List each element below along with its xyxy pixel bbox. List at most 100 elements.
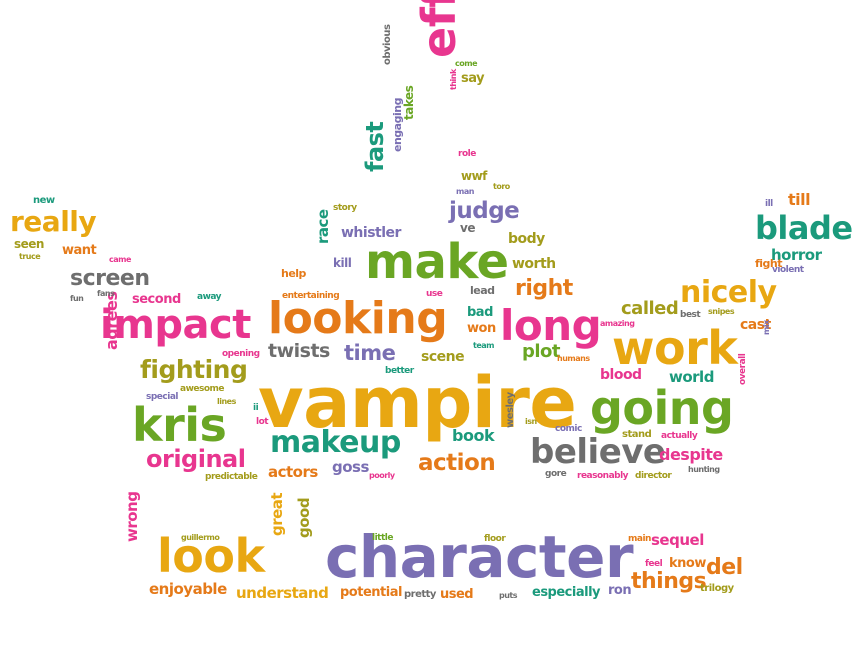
word-kill: kill <box>333 256 352 270</box>
word-fight: fight <box>755 257 783 270</box>
word-special: special <box>146 392 178 402</box>
word-great: great <box>268 492 286 536</box>
word-fast: fast <box>361 121 389 172</box>
word-fighting: fighting <box>140 355 248 384</box>
word-entertaining: entertaining <box>282 291 340 301</box>
word-enjoyable: enjoyable <box>149 580 227 598</box>
word-called: called <box>621 298 679 319</box>
word-ron: ron <box>608 583 632 598</box>
word-poorly: poorly <box>369 471 395 480</box>
word-help: help <box>281 267 306 280</box>
word-effects: effects <box>412 0 466 58</box>
word-lead: lead <box>470 284 495 297</box>
word-going: going <box>590 381 734 435</box>
word-hunting: hunting <box>688 465 720 474</box>
word-nicely: nicely <box>680 275 777 310</box>
word-ill: ill <box>765 199 773 209</box>
word-overall: overall <box>738 353 748 385</box>
word-pretty: pretty <box>404 589 436 600</box>
word-came: came <box>109 255 131 264</box>
word-ii: ii <box>253 403 259 413</box>
word-know: know <box>669 556 706 571</box>
word-really: really <box>10 205 97 238</box>
word-lines: lines <box>217 397 236 406</box>
word-judge: judge <box>449 198 520 224</box>
word-screen: screen <box>70 266 150 291</box>
word-stand: stand <box>622 429 652 440</box>
word-believe: believe <box>530 432 666 472</box>
word-fans: fans <box>97 289 115 298</box>
word-truce: truce <box>19 252 41 261</box>
word-floor: floor <box>484 534 506 544</box>
word-long: long <box>500 301 602 350</box>
word-feel: feel <box>645 559 663 569</box>
word-actors: actors <box>268 463 318 481</box>
word-cast: cast <box>740 317 771 333</box>
word-story: story <box>333 203 357 213</box>
word-little: little <box>372 533 393 543</box>
word-work: work <box>612 321 738 375</box>
word-new: new <box>33 195 55 206</box>
word-puts: puts <box>499 591 518 600</box>
word-bad: bad <box>467 305 493 320</box>
word-director: director <box>635 471 672 481</box>
word-things: things <box>631 569 707 594</box>
word-engaging: engaging <box>391 98 404 152</box>
word-vampire: vampire <box>258 362 577 444</box>
word-goss: goss <box>332 458 369 476</box>
word-comic: comic <box>555 424 582 434</box>
word-sequel: sequel <box>651 531 704 549</box>
word-isn: isn <box>525 417 537 426</box>
word-twists: twists <box>268 340 330 362</box>
word-amazing: amazing <box>600 319 635 328</box>
word-fun: fun <box>70 294 84 303</box>
word-main: main <box>628 534 651 544</box>
word-worth: worth <box>512 256 556 272</box>
word-wwf: wwf <box>461 169 487 183</box>
word-body: body <box>508 231 545 247</box>
word-come: come <box>455 59 478 68</box>
word-wrong: wrong <box>123 491 141 542</box>
word-understand: understand <box>236 584 329 602</box>
word-toro: toro <box>493 182 510 191</box>
word-gore: gore <box>545 469 567 479</box>
word-better: better <box>385 366 414 376</box>
word-takes: takes <box>402 85 416 120</box>
word-scene: scene <box>421 349 465 365</box>
word-think: think <box>449 69 458 90</box>
word-obvious: obvious <box>382 24 393 65</box>
word-best: best <box>680 310 701 320</box>
word-race: race <box>314 209 332 244</box>
word-look: look <box>157 529 265 583</box>
word-blade: blade <box>755 209 853 247</box>
word-lot: lot <box>256 417 269 427</box>
word-won: won <box>467 321 496 336</box>
word-potential: potential <box>340 585 402 600</box>
word-reasonably: reasonably <box>577 471 629 481</box>
word-till: till <box>788 190 811 209</box>
word-humans: humans <box>557 354 590 363</box>
word-opening: opening <box>222 349 260 359</box>
word-makeup: makeup <box>270 425 401 460</box>
word-plot: plot <box>522 341 561 362</box>
word-whistler: whistler <box>341 225 401 241</box>
word-man: man <box>456 187 474 196</box>
word-character: character <box>325 523 634 591</box>
word-book: book <box>452 426 495 445</box>
word-actually: actually <box>661 431 698 441</box>
word-make: make <box>365 234 509 290</box>
word-time: time <box>344 341 396 365</box>
word-violent: violent <box>772 265 804 275</box>
word-predictable: predictable <box>205 472 258 482</box>
word-agrees: agrees <box>102 291 121 350</box>
word-despite: despite <box>659 445 723 464</box>
word-team: team <box>473 341 494 350</box>
word-kris: kris <box>132 398 227 452</box>
word-looking: looking <box>268 293 448 344</box>
word-want: want <box>62 243 97 258</box>
word-action: action <box>418 450 496 476</box>
word-world: world <box>669 368 714 386</box>
word-especially: especially <box>532 585 601 600</box>
word-guillermo: guillermo <box>181 533 220 542</box>
